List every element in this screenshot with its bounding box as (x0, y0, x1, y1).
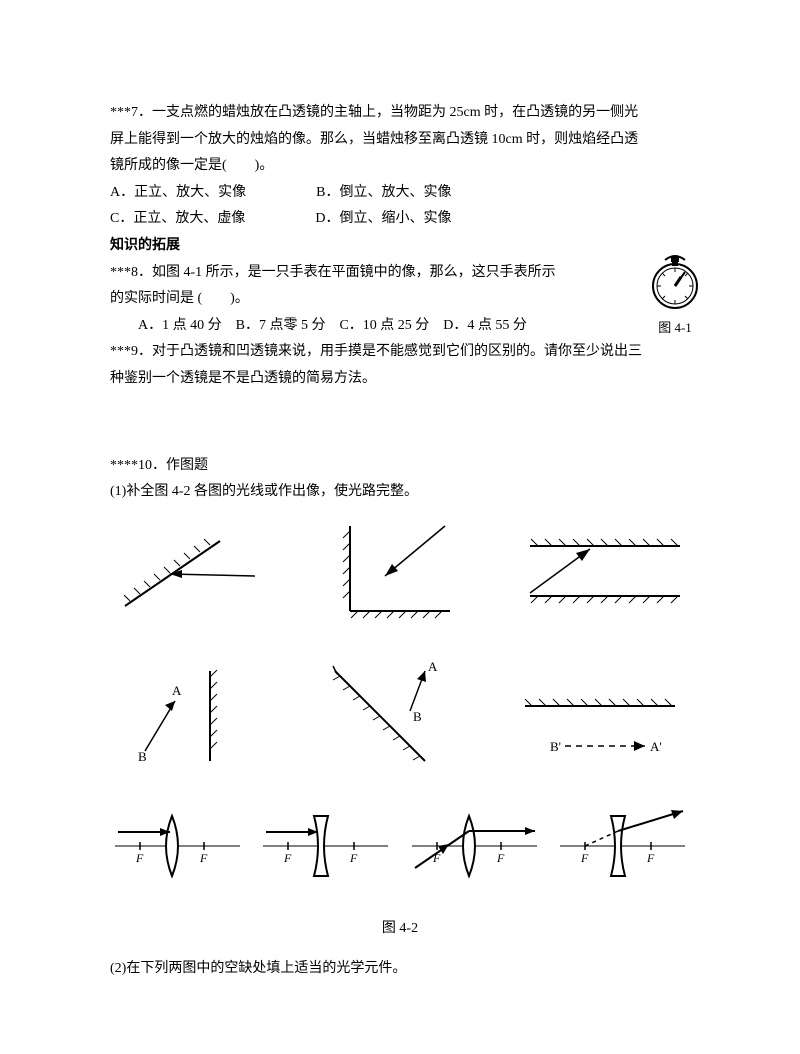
diagram-parallel-mirrors (520, 521, 690, 621)
q7-option-b: B．倒立、放大、实像 (316, 180, 451, 207)
q8-options: A．1 点 40 分 B．7 点零 5 分 C．10 点 25 分 D．4 点 … (110, 313, 690, 340)
diagram-image-dashed: B' A' (510, 661, 690, 771)
label-A-2: A (428, 659, 438, 674)
label-F-1: F (135, 851, 144, 865)
label-A: A (172, 683, 182, 698)
q10-part1: (1)补全图 4-2 各图的光线或作出像，使光路完整。 (110, 479, 690, 506)
diagram-arrow-ab-vertical: A B (110, 661, 260, 771)
label-A-prime: A' (650, 739, 662, 754)
label-F-8: F (646, 851, 655, 865)
q7-option-c: C．正立、放大、虚像 (110, 206, 245, 233)
q7-option-a: A．正立、放大、实像 (110, 180, 246, 207)
label-F-3: F (283, 851, 292, 865)
q8-line2: 的实际时间是 ( )。 (110, 286, 610, 313)
label-F-7: F (580, 851, 589, 865)
label-F-4: F (349, 851, 358, 865)
q8-fig-label: 图 4-1 (640, 316, 710, 341)
fig-row-1 (110, 516, 690, 626)
q10-fig-label: 图 4-2 (110, 916, 690, 943)
q7-line3: 镜所成的像一定是( )。 (110, 153, 690, 180)
clock-figure: 图 4-1 (640, 252, 710, 341)
q8-line1: ***8．如图 4-1 所示，是一只手表在平面镜中的像，那么，这只手表所示 (110, 260, 610, 287)
label-F-2: F (199, 851, 208, 865)
q7-option-d: D．倒立、缩小、实像 (315, 206, 451, 233)
fig-row-3: F F F F F F (110, 806, 690, 886)
fig-row-2: A B A B (110, 656, 690, 776)
q7-line1: ***7．一支点燃的蜡烛放在凸透镜的主轴上，当物距为 25cm 时，在凸透镜的另… (110, 100, 690, 127)
q9-line2: 种鉴别一个透镜是不是凸透镜的简易方法。 (110, 366, 690, 393)
diagram-mirror-slant (110, 521, 260, 621)
diagram-convex-through-focus: F F (407, 806, 542, 886)
clock-icon (647, 252, 703, 312)
q10-title: ****10．作图题 (110, 453, 690, 480)
diagram-mirror-L (310, 516, 470, 626)
q7-line2: 屏上能得到一个放大的烛焰的像。那么，当蜡烛移至离凸透镜 10cm 时，则烛焰经凸… (110, 127, 690, 154)
diagram-arrow-ab-slant: A B (300, 656, 470, 776)
label-F-6: F (496, 851, 505, 865)
label-B-prime: B' (550, 739, 561, 754)
diagram-concave-parallel: F F (258, 806, 393, 886)
q10-part2: (2)在下列两图中的空缺处填上适当的光学元件。 (110, 956, 690, 983)
label-B: B (138, 749, 147, 764)
q9-line1: ***9．对于凸透镜和凹透镜来说，用手摸是不能感觉到它们的区别的。请你至少说出三 (110, 339, 690, 366)
section-heading: 知识的拓展 (110, 233, 690, 260)
diagram-convex-parallel: F F (110, 806, 245, 886)
label-B-2: B (413, 709, 422, 724)
diagram-concave-virtual: F F (555, 806, 690, 886)
